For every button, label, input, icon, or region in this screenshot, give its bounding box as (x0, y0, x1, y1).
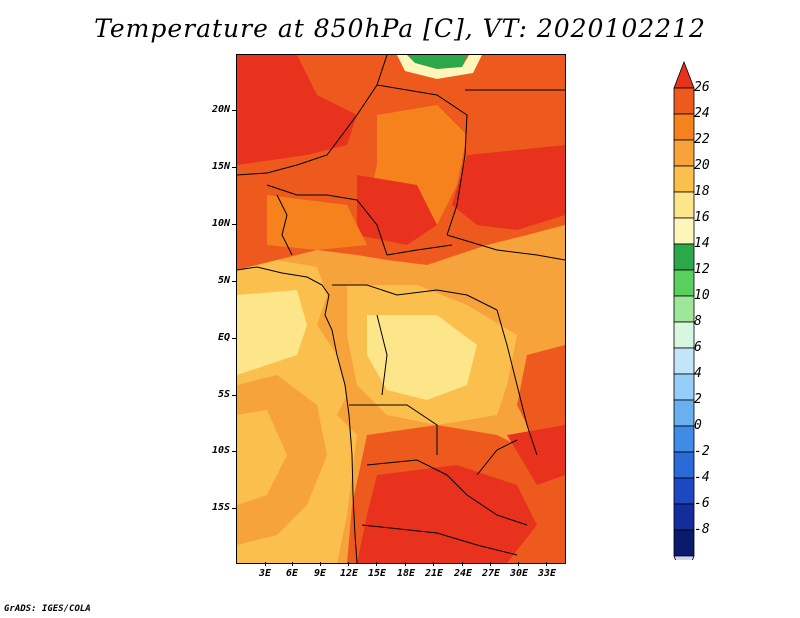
lat-tick (232, 451, 236, 452)
lat-label-5s: 5S (217, 389, 230, 400)
colorbar-label: 26 (694, 80, 710, 95)
colorbar-segment (673, 373, 695, 401)
lon-tick (265, 562, 266, 566)
lon-tick (348, 562, 349, 566)
colorbar-segment (673, 295, 695, 323)
lat-tick (232, 508, 236, 509)
colorbar-segment (673, 217, 695, 245)
lon-tick (518, 562, 519, 566)
colorbar-max-arrow (673, 60, 695, 89)
colorbar-label: 18 (694, 184, 710, 199)
lat-tick (232, 281, 236, 282)
lat-label-10s: 10S (211, 445, 230, 456)
lat-label-15n: 15N (211, 161, 230, 172)
colorbar-label: 4 (694, 366, 702, 381)
lat-label-20n: 20N (211, 104, 230, 115)
lon-label-33e: 33E (537, 568, 557, 579)
colorbar-segment (673, 165, 695, 193)
colorbar-segment (673, 503, 695, 531)
temperature-map (236, 54, 566, 564)
colorbar-segment (673, 425, 695, 453)
lon-tick (292, 562, 293, 566)
temperature-field (237, 55, 565, 563)
lon-tick (462, 562, 463, 566)
colorbar-min-arrow (673, 555, 695, 560)
colorbar-label: 12 (694, 262, 710, 277)
map-title: Temperature at 850hPa [C], VT: 202010221… (94, 14, 706, 43)
lon-tick (376, 562, 377, 566)
colorbar-label: -6 (694, 496, 710, 511)
lat-label-10n: 10N (211, 218, 230, 229)
colorbar-label: 10 (694, 288, 710, 303)
colorbar-label: 24 (694, 106, 710, 121)
lat-tick (232, 110, 236, 111)
colorbar-label: 0 (694, 418, 702, 433)
colorbar-segment (673, 321, 695, 349)
lon-label-6e: 6E (285, 568, 299, 579)
lat-tick (232, 338, 236, 339)
lon-tick (546, 562, 547, 566)
colorbar-label: 16 (694, 210, 710, 225)
colorbar-label: 20 (694, 158, 710, 173)
colorbar-segment (673, 529, 695, 557)
lat-label-5n: 5N (217, 275, 230, 286)
lat-label-15s: 15S (211, 502, 230, 513)
lat-tick (232, 167, 236, 168)
lat-tick (232, 395, 236, 396)
lon-tick (433, 562, 434, 566)
lat-label-eq: EQ (217, 332, 230, 343)
lon-label-9e: 9E (313, 568, 327, 579)
lat-tick (232, 224, 236, 225)
colorbar-segment (673, 451, 695, 479)
lon-label-18e: 18E (396, 568, 416, 579)
colorbar-label: 22 (694, 132, 710, 147)
colorbar-segment (673, 477, 695, 505)
lon-label-30e: 30E (509, 568, 529, 579)
lon-label-24e: 24E (453, 568, 473, 579)
colorbar-segment (673, 191, 695, 219)
colorbar-segment (673, 139, 695, 167)
lon-tick (405, 562, 406, 566)
lon-label-21e: 21E (424, 568, 444, 579)
colorbar-label: 14 (694, 236, 710, 251)
lon-label-27e: 27E (481, 568, 501, 579)
lon-label-3e: 3E (258, 568, 272, 579)
lon-label-15e: 15E (367, 568, 387, 579)
colorbar (673, 60, 695, 560)
colorbar-label: -4 (694, 470, 710, 485)
grads-credit: GrADS: IGES/COLA (4, 604, 91, 614)
lon-label-12e: 12E (339, 568, 359, 579)
colorbar-segment (673, 87, 695, 115)
colorbar-label: -2 (694, 444, 710, 459)
colorbar-segment (673, 243, 695, 271)
colorbar-segment (673, 399, 695, 427)
lon-tick (490, 562, 491, 566)
colorbar-segment (673, 347, 695, 375)
colorbar-label: 6 (694, 340, 702, 355)
colorbar-segment (673, 113, 695, 141)
colorbar-label: 8 (694, 314, 702, 329)
colorbar-label: 2 (694, 392, 702, 407)
lon-tick (320, 562, 321, 566)
colorbar-segment (673, 269, 695, 297)
colorbar-label: -8 (694, 522, 710, 537)
